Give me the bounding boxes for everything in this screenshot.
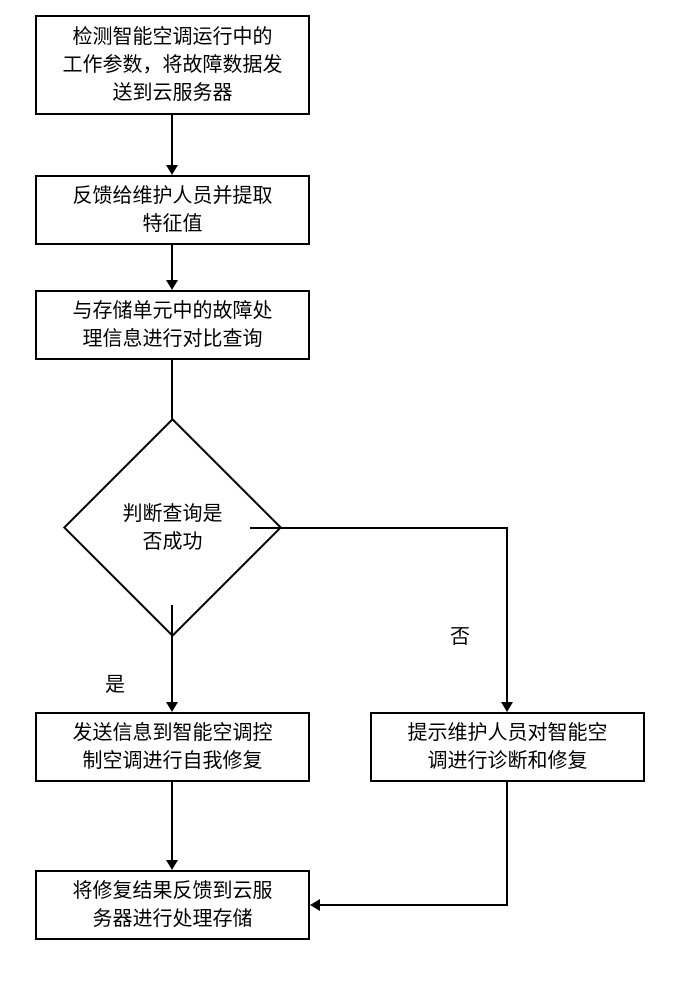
node-feedback-extract: 反馈给维护人员并提取特征值 — [35, 175, 310, 245]
node-text: 发送信息到智能空调控制空调进行自我修复 — [73, 719, 273, 775]
connector — [506, 782, 508, 905]
node-compare-query: 与存储单元中的故障处理信息进行对比查询 — [35, 290, 310, 360]
connector — [250, 527, 507, 529]
label-no: 否 — [450, 620, 470, 649]
node-text: 提示维护人员对智能空调进行诊断和修复 — [408, 719, 608, 775]
node-self-repair: 发送信息到智能空调控制空调进行自我修复 — [35, 712, 310, 782]
arrow-icon — [166, 280, 178, 290]
arrow-icon — [501, 702, 513, 712]
flowchart-container: 检测智能空调运行中的工作参数，将故障数据发送到云服务器 反馈给维护人员并提取特征… — [0, 0, 675, 1000]
connector — [171, 605, 173, 702]
node-text: 检测智能空调运行中的工作参数，将故障数据发送到云服务器 — [63, 23, 283, 107]
node-manual-repair: 提示维护人员对智能空调进行诊断和修复 — [370, 712, 645, 782]
connector — [171, 245, 173, 280]
label-yes: 是 — [105, 668, 125, 697]
node-text: 判断查询是否成功 — [123, 500, 223, 556]
node-text: 反馈给维护人员并提取特征值 — [73, 182, 273, 238]
arrow-icon — [166, 165, 178, 175]
arrow-icon — [310, 899, 320, 911]
arrow-icon — [166, 860, 178, 870]
node-detect-params: 检测智能空调运行中的工作参数，将故障数据发送到云服务器 — [35, 15, 310, 115]
connector — [171, 782, 173, 860]
connector — [506, 527, 508, 702]
node-text: 将修复结果反馈到云服务器进行处理存储 — [73, 877, 273, 933]
connector — [171, 115, 173, 165]
node-store-result: 将修复结果反馈到云服务器进行处理存储 — [35, 870, 310, 940]
node-text: 与存储单元中的故障处理信息进行对比查询 — [73, 297, 273, 353]
arrow-icon — [166, 702, 178, 712]
connector — [320, 904, 508, 906]
node-decision-query: 判断查询是否成功 — [95, 450, 250, 605]
